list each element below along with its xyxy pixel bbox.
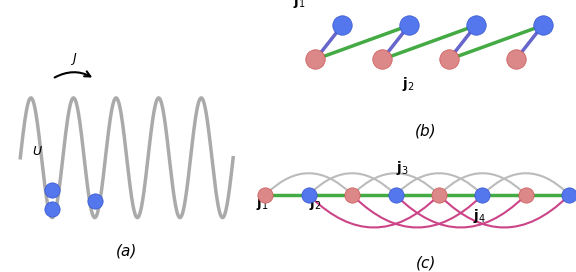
FancyArrowPatch shape [354,197,480,227]
FancyArrowPatch shape [267,173,350,193]
Text: $\mathbf{j}_4$: $\mathbf{j}_4$ [473,207,486,225]
FancyArrowPatch shape [310,197,437,227]
Text: (c): (c) [415,255,436,270]
Text: $\mathbf{j}_2$: $\mathbf{j}_2$ [402,75,415,93]
FancyArrowPatch shape [354,173,437,193]
FancyArrowPatch shape [397,173,480,193]
Text: U: U [32,145,41,158]
Text: $\mathbf{j}_3$: $\mathbf{j}_3$ [396,159,408,177]
FancyArrowPatch shape [441,173,524,193]
Text: $\mathbf{j}_1$: $\mathbf{j}_1$ [256,194,268,212]
Text: (b): (b) [415,123,437,139]
Text: $\mathbf{j}_1$: $\mathbf{j}_1$ [293,0,305,10]
Text: (a): (a) [116,243,138,258]
FancyArrowPatch shape [441,197,567,227]
Text: $\mathbf{j}_2$: $\mathbf{j}_2$ [309,194,322,212]
FancyArrowPatch shape [397,197,524,227]
Text: J: J [71,52,75,65]
FancyArrowPatch shape [310,173,393,193]
FancyArrowPatch shape [484,173,567,193]
